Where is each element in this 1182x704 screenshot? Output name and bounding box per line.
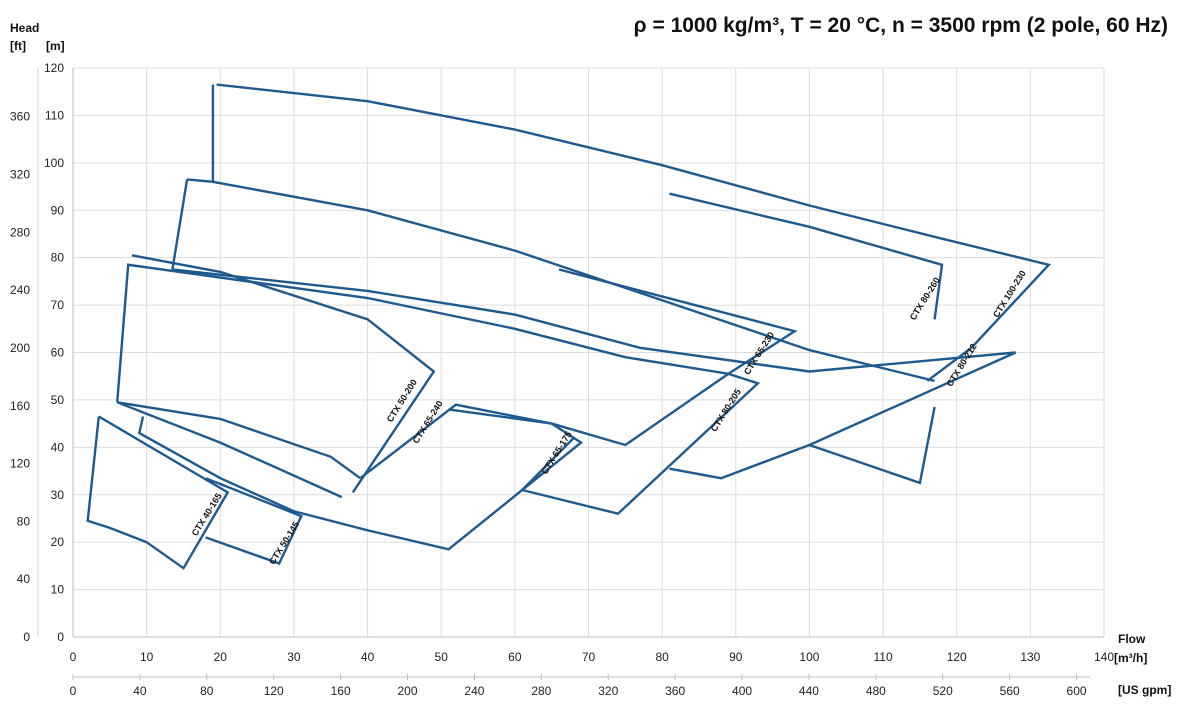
x-tick-label-m3h: 60 bbox=[508, 650, 522, 664]
y-tick-label-ft: 280 bbox=[10, 225, 30, 239]
y-tick-label-m: 90 bbox=[51, 203, 65, 217]
pump-curve-ctx-65-230 bbox=[131, 254, 436, 494]
y-tick-label-ft: 360 bbox=[10, 110, 30, 124]
y-axis-title: Head bbox=[10, 21, 39, 35]
x-tick-label-m3h: 90 bbox=[729, 650, 743, 664]
y-tick-label-m: 40 bbox=[51, 440, 65, 454]
y-tick-label-m: 80 bbox=[51, 251, 65, 265]
axes: 0 10 20 30 40 50 60 70 80 90 100 110 120 130 140 0 10 20 3… bbox=[10, 61, 1114, 698]
y-tick-label-m: 110 bbox=[45, 108, 64, 122]
y-tick-label-m: 50 bbox=[51, 393, 65, 407]
y-tick-label-ft: 40 bbox=[17, 572, 31, 586]
x-tick-label-gpm: 200 bbox=[398, 684, 418, 698]
x-tick-label-m3h: 10 bbox=[140, 650, 154, 664]
y-tick-label-m: 100 bbox=[44, 156, 64, 170]
y-axis-unit-m: [m] bbox=[46, 39, 65, 53]
y-axis-unit-ft: [ft] bbox=[10, 39, 26, 53]
pump-curve-ctx-50-200 bbox=[116, 401, 343, 499]
pump-curve-ctx-80-205 bbox=[359, 372, 761, 516]
pump-curve-ctx-100-230 bbox=[216, 83, 1052, 382]
x-axis-title: Flow bbox=[1118, 632, 1146, 646]
x-tick-label-m3h: 0 bbox=[70, 650, 77, 664]
grid bbox=[72, 67, 1105, 638]
x-tick-label-m3h: 20 bbox=[214, 650, 228, 664]
chart-title: ρ = 1000 kg/m³, T = 20 °C, n = 3500 rpm … bbox=[634, 14, 1168, 37]
x-tick-label-m3h: 100 bbox=[799, 650, 819, 664]
x-axis-unit-m3h: [m³/h] bbox=[1114, 651, 1147, 665]
pump-curve-ctx-65-175 bbox=[137, 408, 584, 551]
curve-label: CTX 65-240 bbox=[411, 399, 445, 445]
pump-curve-ctx-80-260 bbox=[171, 179, 189, 270]
x-tick-label-m3h: 130 bbox=[1020, 650, 1040, 664]
y-tick-label-m: 70 bbox=[51, 298, 65, 312]
x-tick-label-gpm: 520 bbox=[933, 684, 953, 698]
y-tick-label-m: 20 bbox=[51, 535, 65, 549]
curve-label: CTX 80-205 bbox=[709, 387, 743, 433]
x-axis-unit-gpm: [US gpm] bbox=[1118, 683, 1171, 697]
x-tick-label-m3h: 120 bbox=[947, 650, 967, 664]
y-tick-label-ft: 80 bbox=[17, 514, 31, 528]
y-tick-label-ft: 120 bbox=[10, 457, 30, 471]
x-tick-label-gpm: 80 bbox=[200, 684, 214, 698]
y-tick-label-ft: 160 bbox=[10, 399, 30, 413]
pump-curve-ctx-65-240 bbox=[117, 401, 361, 480]
x-tick-label-m3h: 70 bbox=[582, 650, 596, 664]
y-tick-label-m: 10 bbox=[51, 583, 65, 597]
pump-curve-ctx-80-260 bbox=[669, 192, 944, 320]
x-tick-label-gpm: 0 bbox=[70, 684, 77, 698]
y-tick-label-ft: 0 bbox=[23, 630, 30, 644]
y-tick-label-m: 30 bbox=[51, 488, 65, 502]
y-tick-label-m: 120 bbox=[44, 61, 64, 75]
x-tick-label-gpm: 240 bbox=[464, 684, 484, 698]
x-tick-label-m3h: 80 bbox=[655, 650, 669, 664]
curve-label: CTX 65-230 bbox=[742, 330, 776, 376]
x-tick-label-gpm: 480 bbox=[866, 684, 886, 698]
pump-curve-ctx-80-212 bbox=[809, 406, 936, 485]
x-tick-label-m3h: 40 bbox=[361, 650, 375, 664]
y-tick-label-ft: 240 bbox=[10, 283, 30, 297]
pump-curve-ctx-65-230 bbox=[116, 263, 798, 403]
pump-curve-ctx-50-145 bbox=[205, 477, 303, 565]
x-tick-label-gpm: 280 bbox=[531, 684, 551, 698]
x-tick-label-gpm: 320 bbox=[598, 684, 618, 698]
x-tick-label-gpm: 120 bbox=[264, 684, 284, 698]
x-tick-label-gpm: 440 bbox=[799, 684, 819, 698]
y-tick-label-ft: 200 bbox=[10, 341, 30, 355]
pump-curve-ctx-80-212 bbox=[172, 268, 1017, 480]
x-tick-label-gpm: 40 bbox=[133, 684, 147, 698]
pump-curves bbox=[86, 83, 1052, 570]
x-tick-label-gpm: 600 bbox=[1067, 684, 1087, 698]
x-tick-label-m3h: 50 bbox=[435, 650, 449, 664]
pump-curve-ctx-40-165 bbox=[86, 415, 230, 570]
x-tick-label-m3h: 140 bbox=[1094, 650, 1114, 664]
x-tick-label-gpm: 360 bbox=[665, 684, 685, 698]
x-tick-label-gpm: 160 bbox=[331, 684, 351, 698]
x-tick-label-m3h: 110 bbox=[874, 650, 893, 664]
x-tick-label-m3h: 30 bbox=[287, 650, 301, 664]
y-tick-label-m: 60 bbox=[51, 346, 65, 360]
y-tick-label-m: 0 bbox=[57, 630, 64, 644]
y-tick-label-ft: 320 bbox=[10, 168, 30, 182]
curve-label: CTX 50-145 bbox=[267, 520, 301, 566]
x-tick-label-gpm: 400 bbox=[732, 684, 752, 698]
x-tick-label-gpm: 560 bbox=[1000, 684, 1020, 698]
